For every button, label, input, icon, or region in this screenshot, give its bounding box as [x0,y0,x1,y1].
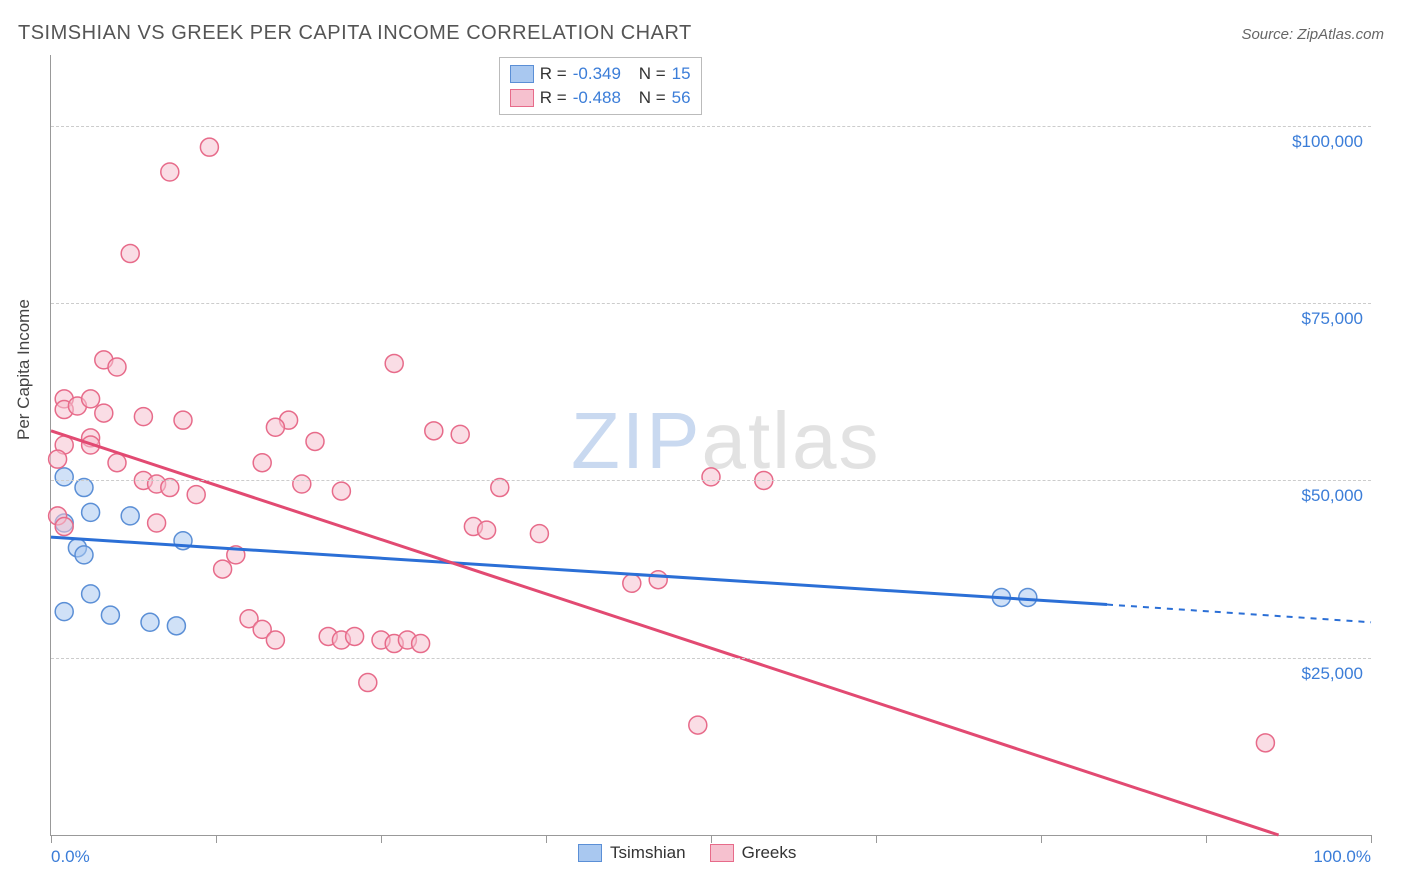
n-value: 15 [672,64,691,84]
data-point [75,546,93,564]
data-point [101,606,119,624]
n-value: 56 [672,88,691,108]
series-legend-item: Greeks [710,843,797,863]
data-point [134,408,152,426]
x-tick [876,835,877,843]
data-point [82,585,100,603]
data-point [412,635,430,653]
correlation-legend-row: R = -0.349 N = 15 [510,62,691,86]
data-point [214,560,232,578]
gridline [51,303,1371,304]
legend-swatch [710,844,734,862]
correlation-legend: R = -0.349 N = 15 R = -0.488 N = 56 [499,57,702,115]
data-point [332,482,350,500]
chart-svg [51,55,1371,835]
data-point [425,422,443,440]
data-point [266,418,284,436]
data-point [385,354,403,372]
legend-swatch [510,89,534,107]
r-value: -0.488 [573,88,633,108]
series-legend-label: Greeks [742,843,797,863]
data-point [359,674,377,692]
data-point [55,518,73,536]
data-point [55,603,73,621]
legend-swatch [510,65,534,83]
correlation-legend-row: R = -0.488 N = 56 [510,86,691,110]
data-point [82,390,100,408]
n-label: N = [639,88,666,108]
series-legend: Tsimshian Greeks [578,843,796,863]
y-tick-label: $100,000 [1292,132,1363,152]
data-point [702,468,720,486]
series-legend-item: Tsimshian [578,843,686,863]
data-point [451,425,469,443]
data-point [623,574,641,592]
data-point [253,454,271,472]
source-credit: Source: ZipAtlas.com [1241,26,1384,43]
y-tick-label: $75,000 [1302,309,1363,329]
data-point [161,163,179,181]
data-point [1019,588,1037,606]
trend-line [51,431,1279,835]
data-point [293,475,311,493]
r-value: -0.349 [573,64,633,84]
data-point [346,627,364,645]
data-point [689,716,707,734]
chart-title: TSIMSHIAN VS GREEK PER CAPITA INCOME COR… [18,22,692,45]
x-tick [1041,835,1042,843]
y-axis-title: Per Capita Income [14,299,34,440]
data-point [649,571,667,589]
data-point [478,521,496,539]
x-tick [546,835,547,843]
n-label: N = [639,64,666,84]
r-label: R = [540,88,567,108]
data-point [55,468,73,486]
data-point [108,454,126,472]
gridline [51,480,1371,481]
gridline [51,658,1371,659]
legend-swatch [578,844,602,862]
trend-line [51,537,1107,604]
data-point [121,507,139,525]
data-point [187,486,205,504]
data-point [1256,734,1274,752]
x-tick [1371,835,1372,843]
trend-line-dashed [1107,605,1371,623]
y-tick-label: $50,000 [1302,486,1363,506]
y-tick-label: $25,000 [1302,664,1363,684]
x-tick [216,835,217,843]
data-point [167,617,185,635]
data-point [82,503,100,521]
data-point [148,514,166,532]
data-point [266,631,284,649]
data-point [121,245,139,263]
x-label-max: 100.0% [1313,847,1371,867]
x-label-min: 0.0% [51,847,90,867]
r-label: R = [540,64,567,84]
data-point [530,525,548,543]
data-point [108,358,126,376]
x-tick [381,835,382,843]
gridline [51,126,1371,127]
data-point [174,411,192,429]
data-point [49,450,67,468]
x-tick [1206,835,1207,843]
data-point [141,613,159,631]
data-point [95,404,113,422]
chart-plot-area: ZIPatlas $25,000$50,000$75,000$100,0000.… [50,55,1371,836]
series-legend-label: Tsimshian [610,843,686,863]
x-tick [51,835,52,843]
data-point [200,138,218,156]
x-tick [711,835,712,843]
data-point [306,432,324,450]
